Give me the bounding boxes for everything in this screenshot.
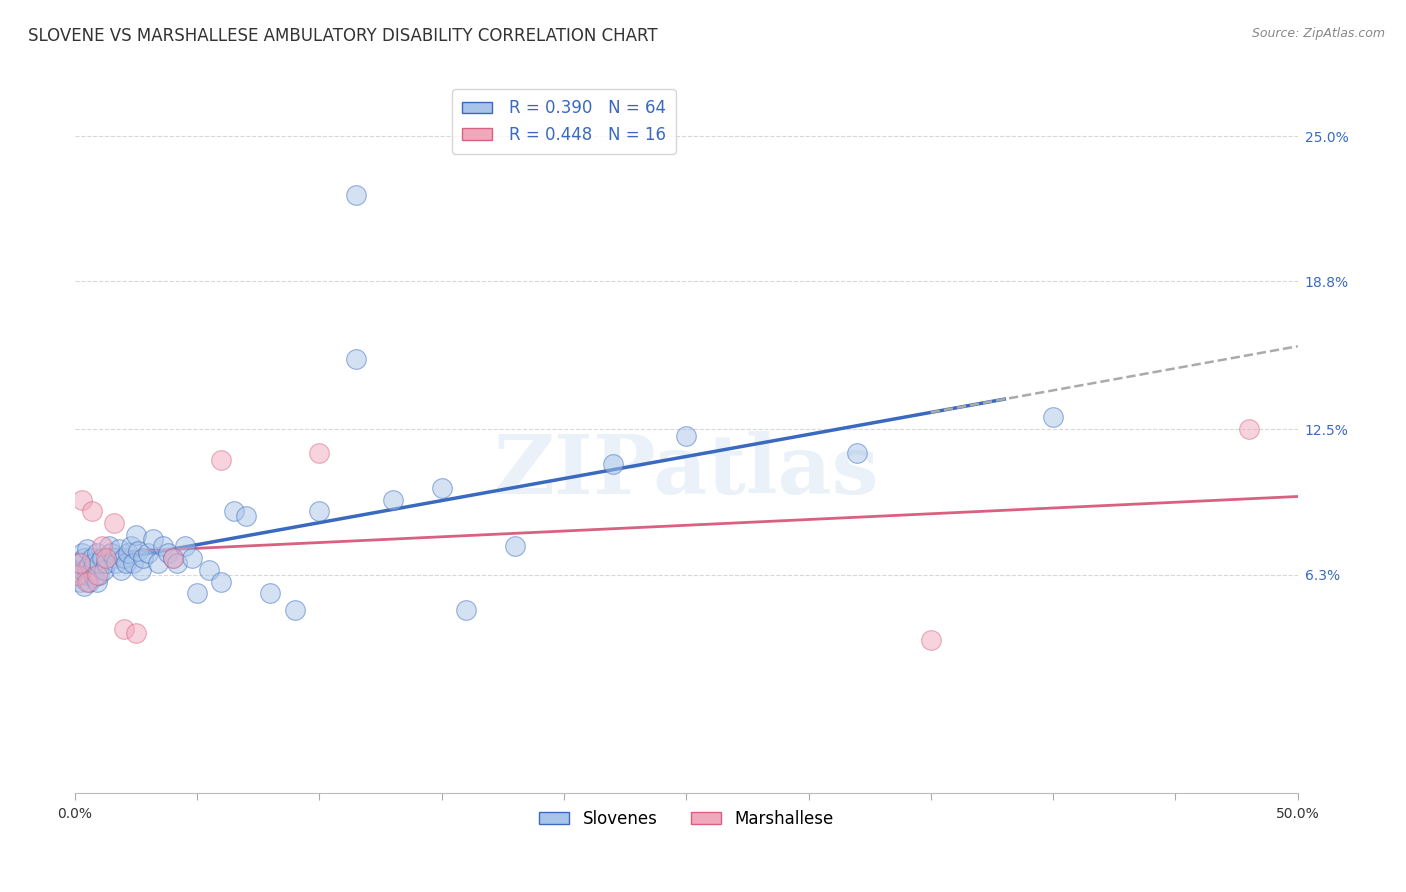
- Point: [100, 546, 122, 560]
- Point: [93, 563, 115, 577]
- Point: [80, 563, 103, 577]
- Point: [127, 544, 149, 558]
- Point: [76, 560, 98, 574]
- Point: [308, 504, 330, 518]
- Point: [96, 556, 118, 570]
- Point: [112, 622, 135, 636]
- Point: [181, 551, 204, 566]
- Text: Source: ZipAtlas.com: Source: ZipAtlas.com: [1251, 27, 1385, 40]
- Point: [117, 546, 139, 560]
- Point: [86, 546, 108, 560]
- Point: [80, 504, 103, 518]
- Point: [122, 556, 145, 570]
- Point: [152, 540, 174, 554]
- Point: [381, 492, 404, 507]
- Point: [430, 481, 453, 495]
- Point: [73, 551, 96, 566]
- Point: [284, 603, 307, 617]
- Point: [79, 558, 101, 573]
- Point: [120, 540, 142, 554]
- Point: [105, 556, 128, 570]
- Point: [69, 556, 91, 570]
- Point: [86, 574, 108, 589]
- Point: [83, 556, 105, 570]
- Point: [125, 527, 148, 541]
- Point: [70, 546, 93, 560]
- Point: [503, 540, 526, 554]
- Point: [66, 570, 89, 584]
- Point: [846, 445, 869, 459]
- Point: [211, 452, 233, 467]
- Point: [211, 574, 233, 589]
- Point: [162, 551, 184, 566]
- Point: [166, 556, 188, 570]
- Point: [89, 567, 111, 582]
- Point: [156, 546, 179, 560]
- Point: [86, 567, 108, 582]
- Point: [103, 551, 125, 566]
- Text: ZIPatlas: ZIPatlas: [494, 431, 879, 511]
- Point: [69, 556, 91, 570]
- Point: [142, 533, 165, 547]
- Legend: Slovenes, Marshallese: Slovenes, Marshallese: [533, 803, 839, 834]
- Point: [259, 586, 281, 600]
- Point: [186, 586, 208, 600]
- Point: [136, 546, 159, 560]
- Point: [96, 551, 118, 566]
- Point: [83, 570, 105, 584]
- Point: [125, 626, 148, 640]
- Point: [73, 579, 96, 593]
- Point: [308, 445, 330, 459]
- Point: [162, 551, 184, 566]
- Point: [344, 187, 367, 202]
- Point: [112, 551, 135, 566]
- Point: [79, 574, 101, 589]
- Point: [76, 541, 98, 556]
- Point: [129, 563, 152, 577]
- Point: [107, 541, 129, 556]
- Point: [235, 508, 257, 523]
- Point: [146, 556, 169, 570]
- Point: [90, 551, 112, 566]
- Point: [198, 563, 221, 577]
- Point: [1237, 422, 1260, 436]
- Point: [89, 556, 111, 570]
- Point: [110, 563, 132, 577]
- Point: [222, 504, 245, 518]
- Point: [69, 574, 91, 589]
- Point: [70, 492, 93, 507]
- Point: [115, 556, 138, 570]
- Point: [76, 574, 98, 589]
- Point: [173, 540, 195, 554]
- Point: [1042, 410, 1064, 425]
- Text: SLOVENE VS MARSHALLESE AMBULATORY DISABILITY CORRELATION CHART: SLOVENE VS MARSHALLESE AMBULATORY DISABI…: [28, 27, 658, 45]
- Point: [70, 563, 93, 577]
- Point: [132, 551, 155, 566]
- Point: [90, 540, 112, 554]
- Point: [97, 540, 120, 554]
- Point: [602, 458, 624, 472]
- Point: [920, 633, 942, 648]
- Point: [76, 567, 98, 582]
- Point: [454, 603, 477, 617]
- Point: [675, 429, 697, 443]
- Point: [66, 567, 89, 582]
- Point: [103, 516, 125, 530]
- Point: [344, 351, 367, 366]
- Point: [80, 551, 103, 566]
